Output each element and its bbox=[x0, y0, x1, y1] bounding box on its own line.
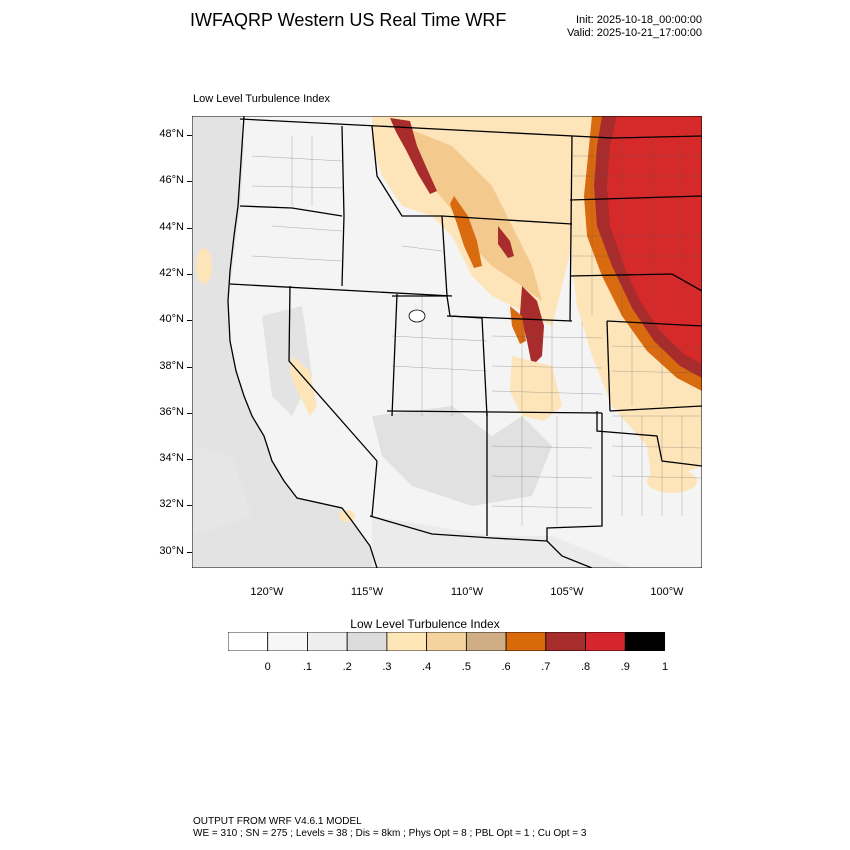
colorbar-title: Low Level Turbulence Index bbox=[350, 617, 500, 631]
lat-tick bbox=[187, 412, 192, 414]
lat-tick bbox=[187, 551, 192, 553]
lat-label: 30°N bbox=[159, 544, 184, 557]
coastline bbox=[227, 116, 378, 568]
colorbar-swatch bbox=[505, 632, 547, 651]
gray-patch bbox=[372, 406, 552, 506]
tan-patch bbox=[339, 510, 355, 522]
colorbar-label: .1 bbox=[302, 661, 313, 673]
front-range-tan bbox=[510, 356, 562, 421]
colorbar-swatch bbox=[426, 632, 467, 651]
lat-label: 38°N bbox=[159, 359, 184, 372]
state-boundaries bbox=[229, 118, 702, 568]
lat-label: 44°N bbox=[159, 220, 184, 233]
colorbar-swatch bbox=[585, 632, 626, 651]
lon-label: 115°W bbox=[350, 586, 384, 598]
lat-tick bbox=[187, 135, 192, 136]
footer-config: WE = 310 ; SN = 275 ; Levels = 38 ; Dis … bbox=[193, 828, 587, 839]
lat-label: 32°N bbox=[159, 498, 184, 511]
lon-label: 120°W bbox=[250, 586, 284, 598]
colorbar-swatch bbox=[465, 632, 507, 651]
colorbar bbox=[228, 632, 665, 651]
ridge-hotspot bbox=[390, 118, 437, 194]
lat-tick bbox=[187, 181, 192, 183]
colorbar-labels: 0 .1 .2 .3 .4 .5 .6 .7 .8 .9 1 bbox=[228, 661, 668, 677]
county-lines bbox=[251, 136, 702, 526]
red-core bbox=[607, 116, 702, 364]
ridge-hotspot bbox=[498, 226, 514, 258]
colorbar-label: .8 bbox=[580, 661, 591, 673]
colorbar-label: .7 bbox=[541, 661, 551, 673]
latitude-labels: 48°N 46°N 44°N 42°N 40°N 38°N 36°N 34°N 32°N 30°N bbox=[136, 116, 192, 568]
tan-region bbox=[402, 126, 542, 301]
turbulence-map bbox=[192, 116, 702, 568]
lon-label: 100°W bbox=[650, 586, 684, 598]
great-salt-lake bbox=[408, 309, 426, 323]
plot-title: IWFAQRP Western US Real Time WRF bbox=[190, 10, 507, 30]
colorbar-label: .2 bbox=[342, 661, 352, 673]
lat-tick bbox=[187, 320, 192, 322]
colorbar-label: .4 bbox=[422, 661, 432, 673]
colorbar-swatch bbox=[346, 632, 388, 651]
map-subtitle: Low Level Turbulence Index bbox=[193, 93, 330, 105]
colorbar-swatch bbox=[307, 632, 348, 651]
lon-label: 110°W bbox=[450, 586, 484, 598]
lat-tick bbox=[187, 366, 192, 368]
colorbar-swatch bbox=[545, 632, 586, 651]
colorbar-label: 0 bbox=[264, 661, 271, 673]
mexico-region bbox=[372, 516, 632, 568]
lon-label: 105°W bbox=[550, 586, 584, 598]
colorbar-label: .6 bbox=[501, 661, 511, 673]
lat-tick bbox=[187, 273, 192, 275]
tan-patch bbox=[196, 248, 212, 284]
colorbar-swatch bbox=[624, 632, 665, 651]
lat-tick bbox=[187, 505, 192, 507]
ridge-hotspot bbox=[520, 286, 544, 366]
footer-model: OUTPUT FROM WRF V4.6.1 MODEL bbox=[193, 816, 362, 827]
colorbar-swatch bbox=[386, 632, 428, 651]
init-time: Init: 2025-10-18_00:00:00 bbox=[576, 14, 702, 26]
lat-label: 46°N bbox=[159, 174, 184, 187]
colorbar-label: 1 bbox=[661, 661, 669, 673]
colorbar-label: .5 bbox=[461, 661, 471, 673]
colorbar-label: .9 bbox=[620, 661, 630, 673]
tan-patch bbox=[647, 469, 697, 493]
colorbar-swatch bbox=[267, 632, 308, 651]
lat-label: 42°N bbox=[159, 266, 184, 279]
gray-patch bbox=[192, 446, 252, 536]
colorbar-label: .3 bbox=[382, 661, 392, 673]
colorbar-swatch bbox=[228, 632, 269, 651]
longitude-labels: 120°W 115°W 110°W 105°W 100°W bbox=[192, 582, 702, 602]
lat-label: 36°N bbox=[159, 405, 184, 418]
lat-tick bbox=[187, 227, 192, 229]
lat-label: 48°N bbox=[159, 128, 184, 140]
lat-label: 34°N bbox=[159, 452, 184, 465]
sierra-tan bbox=[290, 356, 317, 416]
lat-label: 40°N bbox=[159, 313, 184, 326]
valid-time: Valid: 2025-10-21_17:00:00 bbox=[567, 27, 702, 39]
lat-tick bbox=[187, 459, 192, 461]
ridge-hotspot bbox=[450, 196, 482, 268]
